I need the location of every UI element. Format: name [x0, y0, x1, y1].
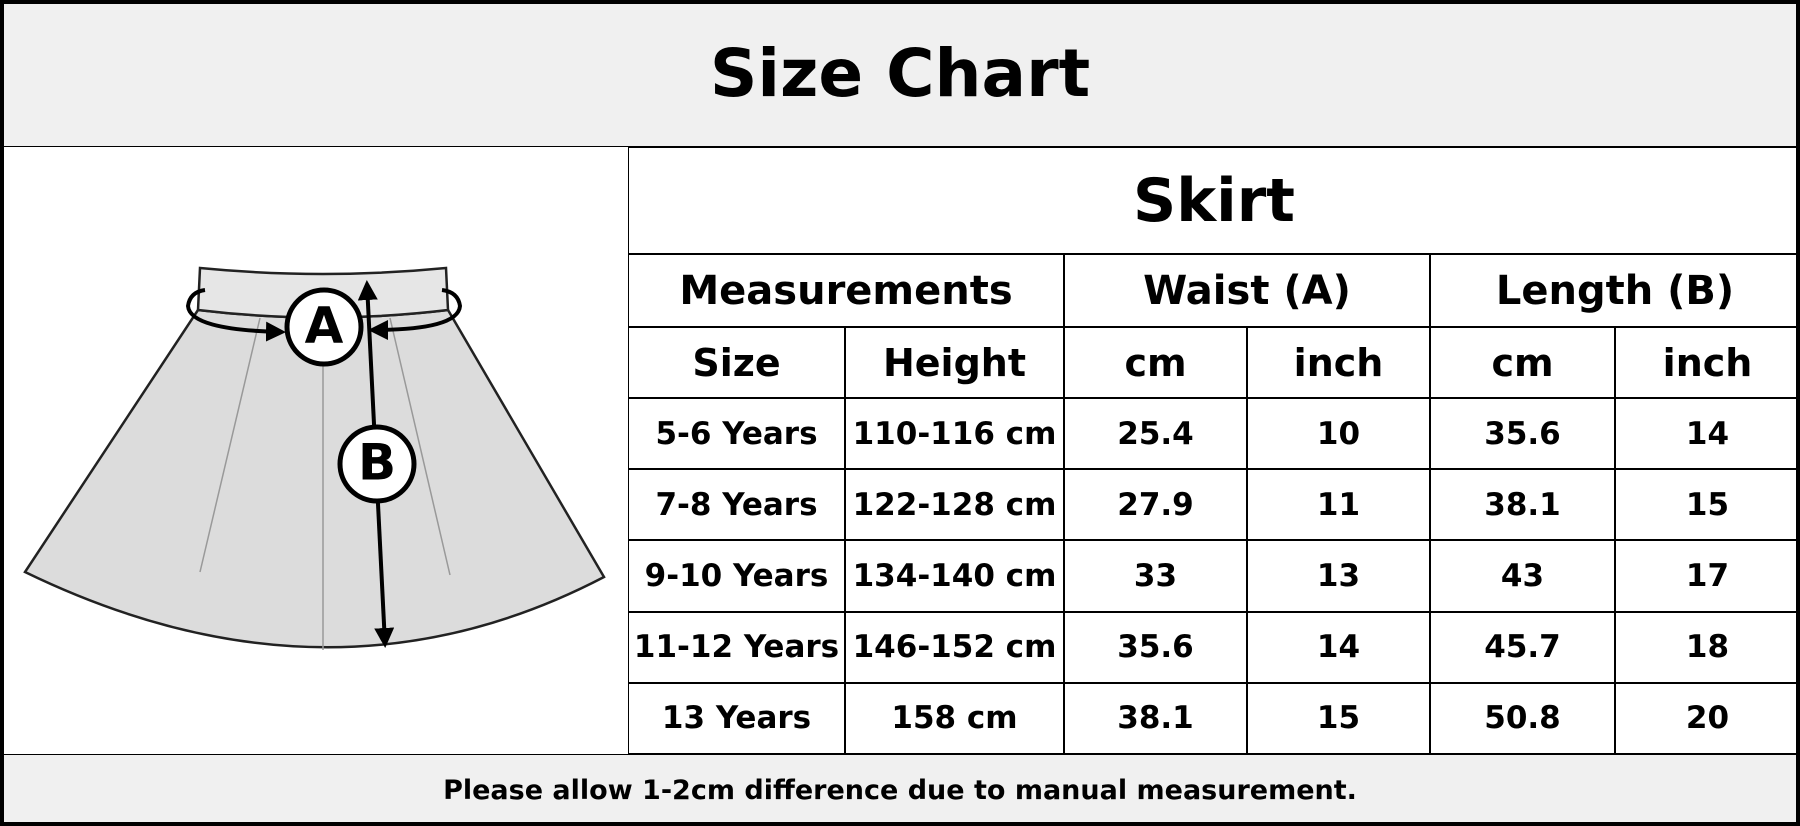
table-title: Skirt: [628, 147, 1800, 254]
label-b: B: [358, 434, 396, 492]
table-cell: 158 cm: [845, 682, 1064, 754]
group-header: Measurements: [628, 254, 1064, 327]
table-cell: 5-6 Years: [628, 398, 845, 470]
table-cell: 45.7: [1430, 611, 1615, 683]
table-cell: 20: [1615, 682, 1800, 754]
group-header: Length (B): [1430, 254, 1800, 327]
table-cell: 25.4: [1064, 398, 1247, 470]
table-cell: 13: [1247, 540, 1430, 612]
table-cell: 10: [1247, 398, 1430, 470]
skirt-seam: [199, 317, 451, 650]
table-cell: 14: [1247, 611, 1430, 683]
table-cell: 146-152 cm: [845, 611, 1064, 683]
table-cell: 50.8: [1430, 682, 1615, 754]
table-cell: 11: [1247, 469, 1430, 541]
label-a: A: [305, 297, 344, 355]
table-cell: 27.9: [1064, 469, 1247, 541]
skirt-illustration: A B: [23, 266, 606, 650]
table-cell: 17: [1615, 540, 1800, 612]
table-cell: 35.6: [1430, 398, 1615, 470]
table-cell: 38.1: [1430, 469, 1615, 541]
table-cell: 13 Years: [628, 682, 845, 754]
table-cell: 33: [1064, 540, 1247, 612]
table-cell: 122-128 cm: [845, 469, 1064, 541]
table-cell: 9-10 Years: [628, 540, 845, 612]
table-cell: 43: [1430, 540, 1615, 612]
table-cell: 35.6: [1064, 611, 1247, 683]
column-header: Size: [628, 327, 845, 398]
waist-arrow-left: [185, 288, 286, 342]
table-cell: 7-8 Years: [628, 469, 845, 541]
label-b-circle: [337, 424, 417, 504]
table-cell: 15: [1247, 682, 1430, 754]
table-cell: 38.1: [1064, 682, 1247, 754]
title: Size Chart: [0, 0, 1800, 147]
table-cell: 134-140 cm: [845, 540, 1064, 612]
column-header: Height: [845, 327, 1064, 398]
column-header: inch: [1247, 327, 1430, 398]
label-a-circle: [284, 287, 364, 367]
table-cell: 18: [1615, 611, 1800, 683]
table-cell: 110-116 cm: [845, 398, 1064, 470]
waist-arrow-right: [368, 288, 463, 340]
column-header: cm: [1430, 327, 1615, 398]
footer-note: Please allow 1-2cm difference due to man…: [0, 754, 1800, 826]
group-header: Waist (A): [1064, 254, 1430, 327]
table-cell: 15: [1615, 469, 1800, 541]
column-header: inch: [1615, 327, 1800, 398]
column-header: cm: [1064, 327, 1247, 398]
table-cell: 14: [1615, 398, 1800, 470]
table-cell: 11-12 Years: [628, 611, 845, 683]
